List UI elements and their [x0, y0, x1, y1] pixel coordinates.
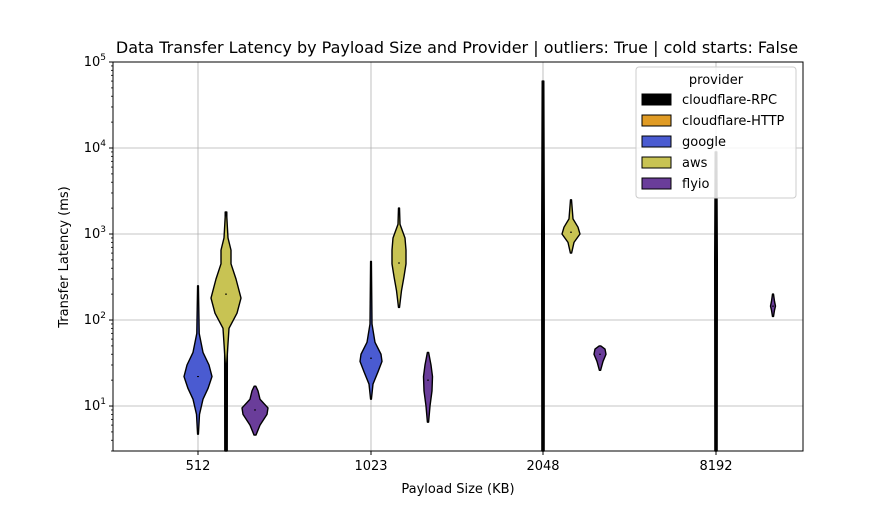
x-axis-ticks: 512 1023 2048 8192 [186, 451, 733, 474]
violin-aws-1023 [391, 207, 407, 309]
x-tick-label: 8192 [699, 459, 732, 474]
y-tick-label: 105 [84, 53, 106, 70]
violins-layer [183, 80, 777, 452]
violin-flyio-512 [241, 385, 269, 436]
legend-swatch-aws [641, 156, 672, 169]
violin-flyio-2048 [593, 345, 607, 372]
y-tick-label: 104 [84, 139, 107, 156]
violin-cloudflare-RPC-2048 [541, 80, 545, 452]
x-tick-label: 1023 [354, 459, 387, 474]
violin-aws-512 [210, 211, 242, 366]
y-tick-label: 101 [84, 397, 106, 414]
violin-flyio-1023 [422, 351, 434, 423]
y-tick-label: 103 [84, 225, 106, 242]
violin-flyio-8192 [769, 293, 777, 318]
x-tick-label: 2048 [526, 459, 559, 474]
plot-frame [112, 61, 804, 452]
y-axis-label: Transfer Latency (ms) [57, 186, 72, 329]
legend-swatch-cloudflare-RPC [641, 93, 672, 106]
legend-swatch-cloudflare-HTTP [641, 114, 672, 127]
legend: provider cloudflare-RPC cloudflare-HTTP go… [635, 66, 797, 199]
legend-label-flyio: flyio [682, 177, 709, 192]
legend-swatch-flyio [641, 177, 672, 190]
legend-swatch-google [641, 135, 672, 148]
legend-title: provider [689, 73, 744, 88]
legend-label-aws: aws [682, 156, 708, 171]
x-tick-label: 512 [186, 459, 211, 474]
violin-google-1023 [359, 260, 383, 400]
violin-google-512 [183, 285, 213, 435]
legend-box [635, 66, 797, 199]
legend-label-cloudflare-RPC: cloudflare-RPC [682, 93, 777, 108]
y-axis-ticks: 101 102 103 104 105 [84, 53, 113, 452]
y-tick-label: 102 [84, 311, 106, 328]
legend-label-cloudflare-HTTP: cloudflare-HTTP [682, 114, 785, 129]
legend-label-google: google [682, 135, 726, 150]
violin-aws-2048 [561, 199, 581, 254]
chart-title: Data Transfer Latency by Payload Size an… [116, 38, 798, 57]
x-axis-label: Payload Size (KB) [401, 482, 514, 497]
